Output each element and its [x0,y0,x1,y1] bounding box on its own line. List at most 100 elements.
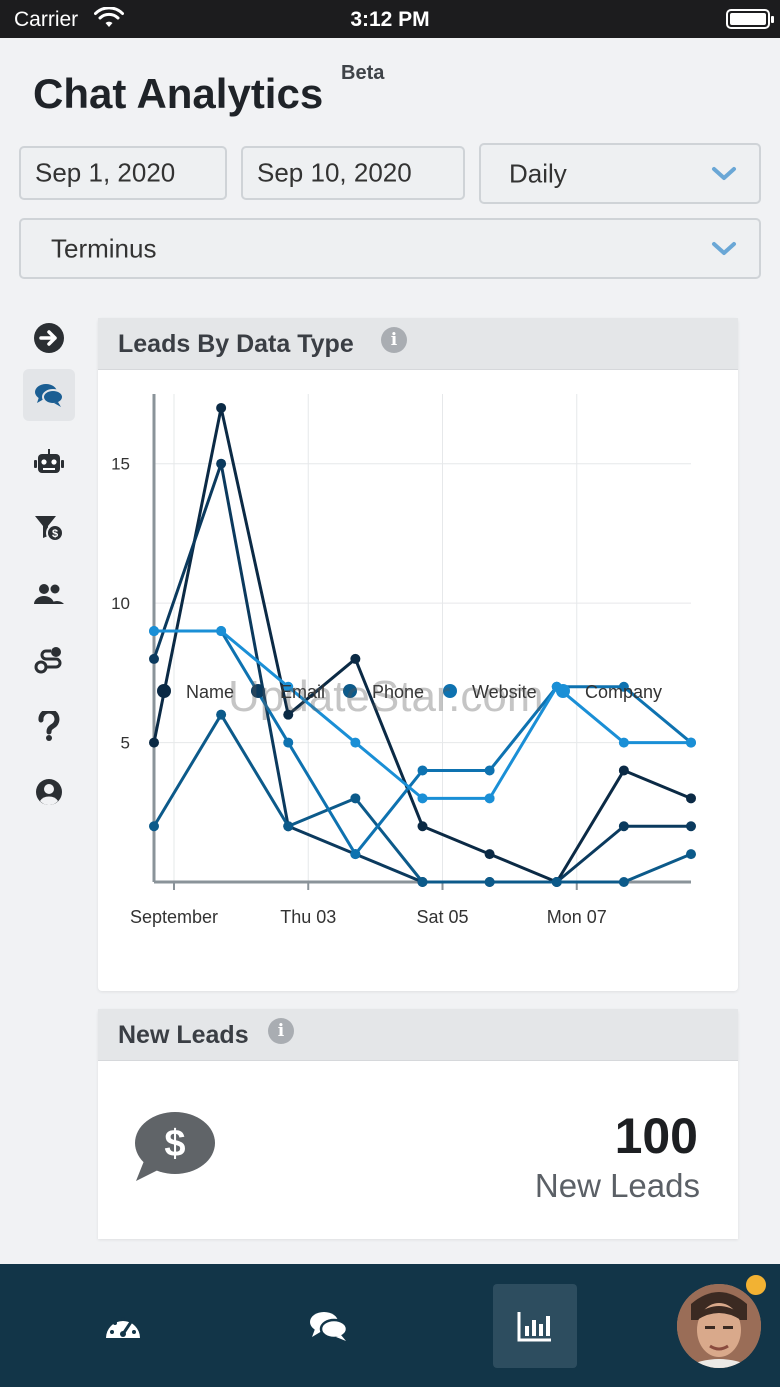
card-title: Leads By Data Type [118,330,354,358]
new-leads-card: New Leads i $ 100 New Leads [98,1009,738,1239]
bar-chart-icon [517,1312,551,1342]
wifi-icon [94,6,124,34]
data-point-company [283,681,294,692]
data-point-phone [283,821,294,832]
money-chat-icon: $ [135,1112,215,1181]
carrier-label: Carrier [14,8,79,31]
clock: 3:12 PM [350,8,430,31]
sidebar-item-profile[interactable] [23,766,75,818]
new-leads-count: 100 [614,1108,698,1164]
dashboard-gauge-icon [106,1317,140,1338]
data-point-email [149,653,159,664]
y-tick-label: 10 [111,594,130,613]
chevron-down-icon [712,166,736,180]
series-line-name [152,406,692,884]
data-point-phone [484,877,495,887]
data-point-phone [417,877,428,887]
data-point-company [417,793,428,804]
data-point-name [484,849,495,860]
data-point-website [283,737,294,748]
notification-dot [743,1272,769,1298]
legend-label: Company [585,682,662,702]
sidebar-item-overview[interactable] [23,312,75,364]
data-point-website [484,765,495,776]
card-header: Leads By Data Type i [98,318,738,370]
battery-icon [726,9,774,29]
sidebar-item-routing[interactable] [23,634,75,686]
legend-marker [157,684,171,698]
y-tick-label: 15 [111,455,130,474]
y-tick-label: 5 [121,734,130,753]
x-tick-label: Mon 07 [547,907,607,927]
interval-value: Daily [509,158,567,188]
new-leads-label: New Leads [534,1167,700,1204]
users-icon [34,584,64,604]
data-point-phone [686,849,696,860]
bottom-nav [0,1264,780,1387]
account-value: Terminus [51,233,157,263]
status-bar: Carrier 3:12 PM [0,0,780,38]
x-tick-label: Sat 05 [416,907,468,927]
data-point-name [417,821,428,832]
sidebar-item-bots[interactable] [23,436,75,488]
svg-text:$: $ [52,528,58,540]
data-point-name [216,402,227,413]
data-point-website [350,849,361,860]
nav-dashboard[interactable] [81,1284,165,1368]
chat-bubbles-icon [35,384,64,407]
funnel-dollar-icon: $ [35,516,64,542]
watermark: UpdateStar.com [228,672,544,721]
route-icon [34,647,62,674]
beta-badge: Beta [341,62,385,84]
card-header: New Leads i [98,1009,738,1061]
user-circle-icon [36,779,62,806]
avatar-image [677,1284,761,1368]
arrow-right-circle-icon [34,323,64,353]
data-point-phone [350,793,361,804]
sidebar-item-help[interactable] [23,700,75,752]
end-date-field[interactable]: Sep 10, 2020 [241,146,465,200]
data-point-website [618,681,629,692]
data-point-name [149,737,159,748]
sidebar-item-funnel[interactable]: $ [23,502,75,554]
sidebar-item-chats[interactable] [23,369,75,421]
chevron-down-icon [712,241,736,255]
x-tick-label: September [130,907,218,927]
sidebar-item-users[interactable] [23,568,75,620]
data-point-name [350,653,361,664]
start-date-field[interactable]: Sep 1, 2020 [19,146,227,200]
data-point-company [149,626,159,637]
legend-label: Email [280,682,325,702]
nav-analytics[interactable] [493,1284,577,1368]
chat-bubbles-icon [310,1312,349,1341]
legend-marker [251,684,265,698]
data-point-email [686,821,696,832]
data-point-website [417,765,428,776]
data-point-phone [551,877,562,887]
data-point-company [484,793,495,804]
data-point-company [686,737,696,748]
data-point-name [283,709,294,720]
info-icon[interactable]: i [381,327,407,353]
robot-icon [34,449,64,473]
info-icon[interactable]: i [268,1018,294,1044]
interval-select[interactable]: Daily [479,143,761,204]
page-title: Chat Analytics [33,70,324,117]
data-point-email [216,458,227,469]
legend-label: Website [472,682,537,702]
leads-chart: 5 10 15 September Thu 03 Sat 05 Mon 07 Name Emai… [111,394,696,927]
nav-chats[interactable] [287,1284,371,1368]
legend-marker [556,684,570,698]
question-icon [38,711,60,741]
legend-marker [443,684,457,698]
data-point-company [618,737,629,748]
x-tick-label: Thu 03 [280,907,336,927]
data-point-name [686,793,696,804]
avatar[interactable] [677,1284,761,1368]
svg-text:$: $ [164,1123,185,1165]
data-point-phone [216,709,227,720]
legend-marker [343,684,357,698]
account-select[interactable]: Terminus [19,218,761,279]
data-point-company [350,737,361,748]
data-point-name [618,765,629,776]
